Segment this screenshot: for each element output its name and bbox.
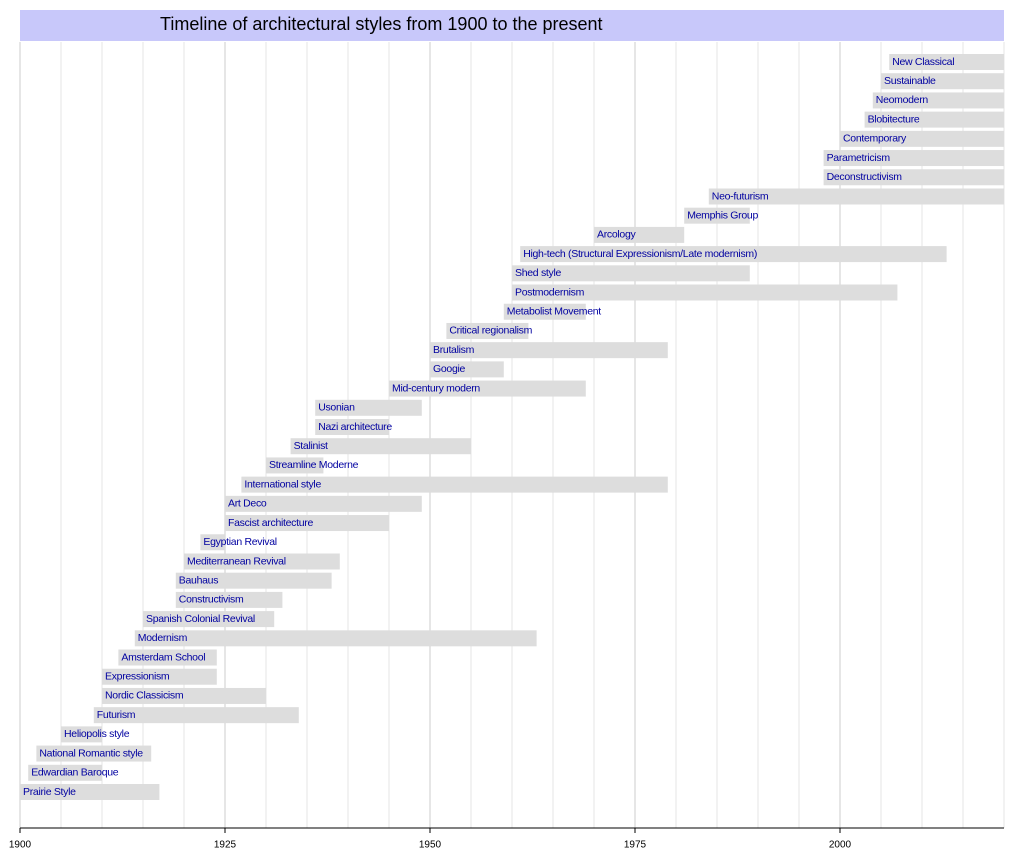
bar: [241, 476, 668, 493]
bar-label: Neo-futurism: [712, 190, 769, 202]
bar: [102, 668, 217, 685]
bar-label: Nordic Classicism: [105, 690, 184, 702]
bar-label: National Romantic style: [39, 747, 143, 759]
bar: [184, 553, 340, 570]
bar-label: Futurism: [97, 709, 136, 721]
bar: [864, 111, 1004, 128]
bar: [175, 591, 283, 608]
bar-label: Arcology: [597, 229, 637, 241]
bar-label: Mediterranean Revival: [187, 555, 286, 567]
bar-label: Expressionism: [105, 671, 170, 683]
bar-label: Fascist architecture: [228, 517, 313, 529]
bar-label: High-tech (Structural Expressionism/Late…: [523, 248, 757, 260]
bar-label: Parametricism: [827, 152, 891, 164]
x-tick-label: 1975: [624, 840, 647, 850]
bar-label: Googie: [433, 363, 466, 375]
bar: [20, 784, 160, 800]
bar: [28, 764, 103, 781]
bar: [446, 322, 529, 339]
bar: [889, 54, 1004, 70]
title-band: [20, 10, 1004, 41]
x-tick-label: 2000: [829, 840, 852, 850]
bar: [389, 380, 586, 397]
chart-title: Timeline of architectural styles from 19…: [160, 14, 603, 34]
bar-label: Critical regionalism: [449, 325, 532, 337]
bar: [175, 572, 332, 589]
bar: [872, 92, 1004, 109]
bar: [512, 284, 898, 301]
bar: [266, 457, 324, 474]
bar-label: Blobitecture: [868, 113, 920, 125]
bar-label: Sustainable: [884, 75, 936, 87]
bar-label: Amsterdam School: [121, 651, 205, 663]
bar-label: Deconstructivism: [827, 171, 903, 183]
x-tick-label: 1925: [214, 840, 237, 850]
bar: [315, 399, 422, 416]
bar: [118, 649, 217, 666]
bar: [823, 169, 1004, 186]
bar-label: Prairie Style: [23, 786, 76, 798]
bar: [881, 73, 1004, 90]
bar-label: Constructivism: [179, 594, 244, 606]
bar: [143, 611, 275, 628]
bar-label: Art Deco: [228, 498, 267, 510]
bar: [102, 687, 266, 704]
bar: [430, 361, 504, 378]
x-tick-label: 1900: [9, 840, 32, 850]
bar: [93, 707, 299, 724]
bar-label: Egyptian Revival: [203, 536, 276, 548]
bar: [708, 188, 1004, 205]
x-tick-label: 1950: [419, 840, 442, 850]
bar-label: Edwardian Baroque: [31, 767, 119, 779]
bar: [290, 438, 471, 455]
bar-label: New Classical: [892, 56, 954, 68]
bar-label: International style: [244, 478, 321, 490]
bar: [225, 495, 422, 512]
bar: [503, 303, 586, 320]
bar: [594, 226, 685, 243]
bar: [430, 342, 668, 359]
bar-label: Nazi architecture: [318, 421, 392, 433]
bar: [61, 726, 102, 743]
bar: [520, 246, 947, 263]
bar: [684, 207, 750, 224]
bar: [315, 419, 389, 435]
bar: [134, 630, 537, 647]
bar-label: Mid-century modern: [392, 382, 480, 394]
bar-label: Modernism: [138, 632, 188, 644]
bar-label: Usonian: [318, 402, 355, 414]
bar: [823, 150, 1004, 167]
bar-label: Shed style: [515, 267, 561, 279]
bar: [512, 265, 750, 282]
bar-label: Bauhaus: [179, 574, 218, 586]
bar-label: Stalinist: [294, 440, 328, 452]
bar-label: Contemporary: [843, 133, 907, 145]
bar: [200, 534, 225, 551]
bar-label: Spanish Colonial Revival: [146, 613, 255, 625]
bar-label: Neomodern: [876, 94, 929, 106]
bar: [225, 515, 389, 532]
bar: [36, 745, 152, 762]
bar-label: Postmodernism: [515, 286, 585, 298]
bar-label: Metabolist Movement: [507, 306, 601, 318]
bar-label: Streamline Moderne: [269, 459, 359, 471]
bar-label: Heliopolis style: [64, 728, 130, 740]
bar-label: Brutalism: [433, 344, 475, 356]
bar-label: Memphis Group: [687, 209, 758, 221]
bar: [840, 130, 1004, 147]
